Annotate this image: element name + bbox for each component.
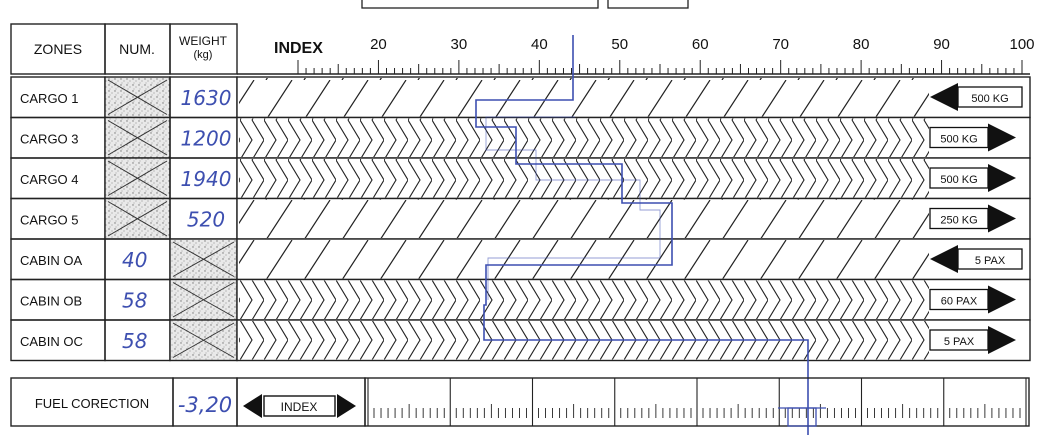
unit-label: 500 KG bbox=[940, 174, 977, 186]
zone-label: CARGO 3 bbox=[20, 132, 79, 147]
zone-label: CABIN OA bbox=[20, 253, 82, 268]
unit-label: 500 KG bbox=[940, 134, 977, 146]
index-scale: 20 30 40 50 60 70 80 90 100 bbox=[237, 36, 1035, 75]
fuel-index-label: INDEX bbox=[281, 400, 318, 414]
unit-arrow-badge: 5 PAX bbox=[929, 326, 1016, 354]
index-trace-line-secondary bbox=[485, 116, 661, 300]
unit-label: 5 PAX bbox=[944, 336, 975, 348]
zone-row: CARGO 1 1630 500 KG bbox=[10, 76, 1031, 119]
fuel-index-arrow: INDEX bbox=[243, 394, 356, 418]
weight-value: 1940 bbox=[181, 167, 232, 191]
scale-tick-label: 40 bbox=[531, 36, 548, 53]
weight-value: 1630 bbox=[181, 86, 232, 110]
unit-label: 60 PAX bbox=[941, 296, 978, 308]
header-weight: WEIGHT bbox=[179, 34, 228, 48]
zone-label: CARGO 5 bbox=[20, 213, 79, 228]
num-value: 58 bbox=[122, 329, 147, 353]
unit-arrow-badge: 250 KG bbox=[929, 204, 1016, 233]
zone-row: CARGO 5 520 250 KG bbox=[10, 197, 1031, 240]
unit-label: 5 PAX bbox=[975, 255, 1006, 267]
scale-tick-label: 50 bbox=[611, 36, 628, 53]
scale-tick-label: 80 bbox=[853, 36, 870, 53]
zone-row: CABIN OA 40 5 PAX bbox=[10, 238, 1031, 281]
header-num: NUM. bbox=[119, 41, 155, 57]
zone-label: CABIN OC bbox=[20, 334, 83, 349]
scale-tick-label: 30 bbox=[451, 36, 468, 53]
num-value: 40 bbox=[122, 248, 147, 272]
num-value: 58 bbox=[122, 289, 147, 313]
unit-arrow-badge: 500 KG bbox=[929, 164, 1016, 192]
top-cutoff-boxes bbox=[361, 0, 689, 9]
zone-row: CABIN OB 58 60 PAX bbox=[10, 278, 1031, 321]
fuel-scale-ticks bbox=[367, 378, 1027, 426]
zone-label: CABIN OB bbox=[20, 294, 82, 309]
header-zones: ZONES bbox=[34, 41, 82, 57]
header-index: INDEX bbox=[274, 40, 323, 57]
unit-arrow-badge: 500 KG bbox=[929, 123, 1016, 152]
scale-tick-label: 100 bbox=[1009, 36, 1034, 53]
scale-tick-label: 90 bbox=[933, 36, 950, 53]
zone-row: CARGO 4 1940 500 KG bbox=[10, 157, 1031, 200]
fuel-correction-label: FUEL CORECTION bbox=[35, 396, 149, 411]
zone-label: CARGO 4 bbox=[20, 172, 79, 187]
unit-arrow-badge: 60 PAX bbox=[929, 285, 1016, 314]
header-row: ZONES NUM. WEIGHT (kg) INDEX bbox=[10, 23, 323, 75]
fuel-correction-value: -3,20 bbox=[178, 393, 232, 417]
weight-value: 1200 bbox=[181, 127, 232, 151]
unit-arrow-badge: 5 PAX bbox=[930, 245, 1023, 273]
scale-tick-label: 70 bbox=[772, 36, 789, 53]
unit-label: 500 KG bbox=[971, 93, 1008, 105]
zone-label: CARGO 1 bbox=[20, 91, 79, 106]
fuel-correction-row: FUEL CORECTION -3,20 INDEX bbox=[10, 377, 1030, 427]
zone-row: CARGO 3 1200 500 KG bbox=[10, 116, 1031, 159]
scale-tick-label: 60 bbox=[692, 36, 709, 53]
unit-arrow-badge: 500 KG bbox=[930, 83, 1023, 111]
weight-value: 520 bbox=[187, 208, 225, 232]
header-weight-unit: (kg) bbox=[194, 49, 213, 61]
index-trace-line bbox=[475, 35, 809, 435]
scale-tick-label: 20 bbox=[370, 36, 387, 53]
unit-label: 250 KG bbox=[940, 215, 977, 227]
